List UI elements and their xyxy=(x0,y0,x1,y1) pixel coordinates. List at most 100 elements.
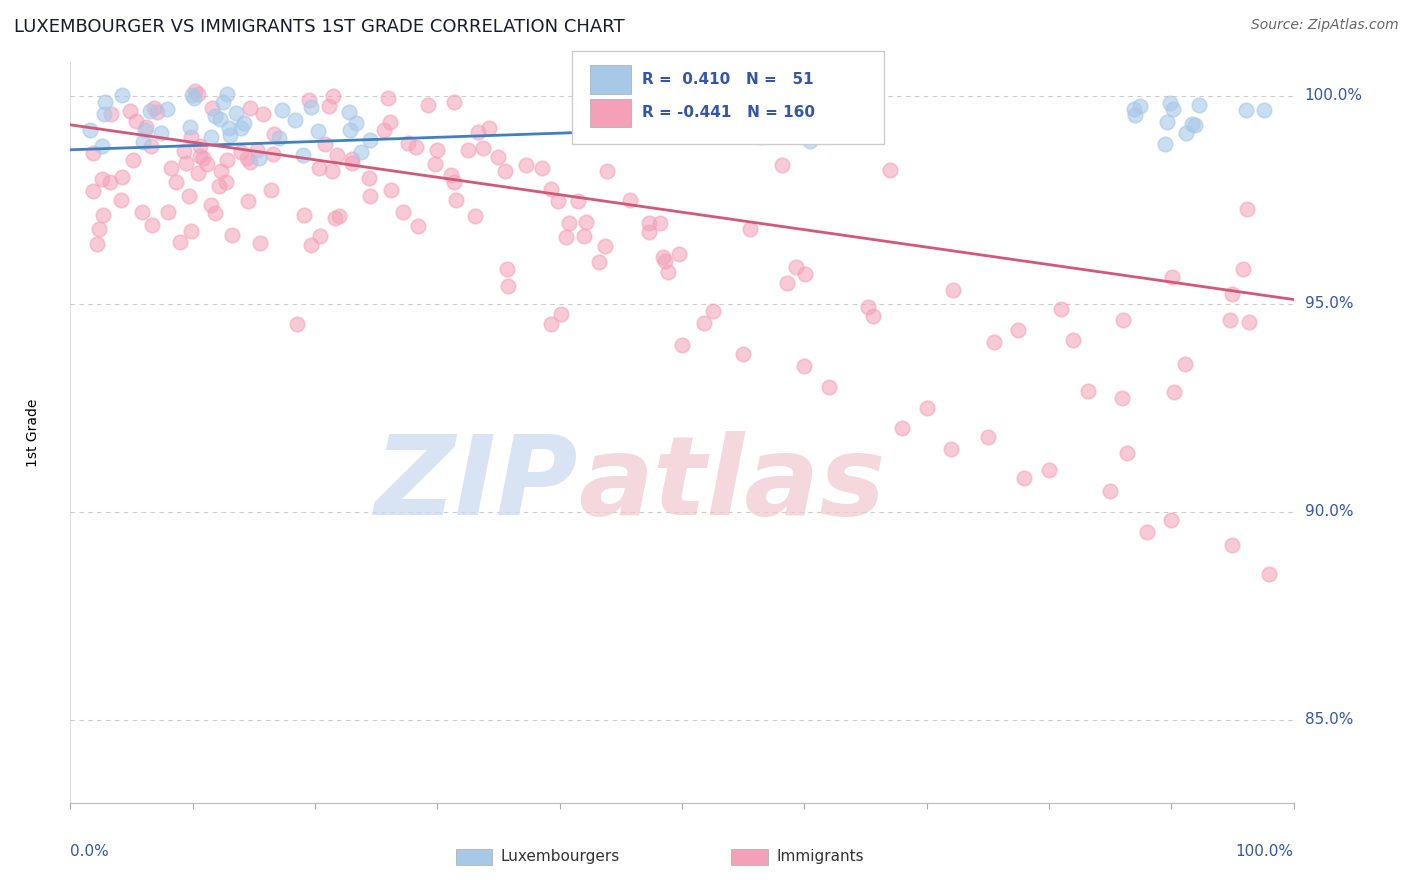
Point xyxy=(201,101,224,115)
Point xyxy=(444,194,467,208)
Point xyxy=(496,279,519,293)
Point xyxy=(817,380,839,394)
Point xyxy=(799,135,821,149)
Point xyxy=(344,116,367,130)
Point xyxy=(249,236,271,251)
Point xyxy=(540,318,562,332)
Point xyxy=(262,147,284,161)
Point xyxy=(229,120,252,135)
Point xyxy=(418,98,440,112)
Point xyxy=(179,120,201,134)
Point xyxy=(380,183,402,197)
Point xyxy=(177,189,200,203)
Point xyxy=(572,228,595,243)
Point xyxy=(702,304,724,318)
Point xyxy=(405,140,427,154)
Text: 90.0%: 90.0% xyxy=(1305,504,1353,519)
Point xyxy=(169,235,191,249)
Point xyxy=(208,179,231,194)
Point xyxy=(299,238,322,252)
Point xyxy=(582,87,605,101)
Point xyxy=(983,335,1005,350)
Point xyxy=(423,157,446,171)
Point xyxy=(111,87,134,102)
Point xyxy=(285,318,308,332)
Point xyxy=(342,152,364,166)
Text: Immigrants: Immigrants xyxy=(776,848,863,863)
Point xyxy=(267,130,290,145)
Point xyxy=(652,250,675,264)
Point xyxy=(82,146,104,161)
Point xyxy=(1111,391,1133,405)
FancyBboxPatch shape xyxy=(572,52,884,144)
Point xyxy=(298,93,321,107)
Point xyxy=(314,136,336,151)
Point xyxy=(588,255,610,269)
Point xyxy=(188,149,211,163)
Point xyxy=(378,115,401,129)
Point xyxy=(218,120,240,135)
Point xyxy=(650,216,672,230)
Point xyxy=(239,101,262,115)
Point xyxy=(204,205,226,219)
Point xyxy=(406,219,429,234)
FancyBboxPatch shape xyxy=(591,99,630,127)
Point xyxy=(91,208,114,222)
Text: 100.0%: 100.0% xyxy=(1305,88,1362,103)
Point xyxy=(575,215,598,229)
Point xyxy=(141,218,163,232)
Point xyxy=(496,262,519,277)
Point xyxy=(1077,384,1099,398)
Point xyxy=(259,183,281,197)
Point xyxy=(188,139,211,153)
Point xyxy=(121,153,143,168)
Point xyxy=(208,112,231,126)
Point xyxy=(187,87,209,101)
Point xyxy=(252,107,274,121)
Point xyxy=(342,156,364,170)
Text: 0.0%: 0.0% xyxy=(70,844,110,858)
Point xyxy=(1237,315,1260,329)
Point xyxy=(183,91,205,105)
Point xyxy=(82,184,104,198)
Point xyxy=(1188,98,1211,112)
Point xyxy=(793,359,815,373)
Point xyxy=(200,130,222,145)
Point xyxy=(90,172,112,186)
Point xyxy=(156,102,179,116)
Point xyxy=(142,101,165,115)
Point xyxy=(301,100,323,114)
Point xyxy=(1161,270,1184,285)
Point xyxy=(180,224,202,238)
Point xyxy=(215,87,238,101)
Point xyxy=(1123,108,1146,122)
Point xyxy=(593,239,616,253)
Text: R =  0.410   N =   51: R = 0.410 N = 51 xyxy=(641,72,813,87)
Point xyxy=(554,229,576,244)
Point xyxy=(654,254,676,268)
Point xyxy=(214,176,236,190)
Point xyxy=(1258,567,1281,582)
Point xyxy=(976,430,998,444)
Point xyxy=(638,225,661,239)
Point xyxy=(396,136,419,150)
Point xyxy=(693,316,716,330)
Point xyxy=(776,277,799,291)
Point xyxy=(215,153,238,167)
Point xyxy=(86,236,108,251)
Point xyxy=(321,163,343,178)
Point xyxy=(218,128,240,142)
Point xyxy=(359,133,381,147)
Point xyxy=(263,127,285,141)
Point xyxy=(271,103,294,118)
Point xyxy=(247,151,270,165)
Point xyxy=(1253,103,1275,118)
Point xyxy=(291,147,314,161)
Point xyxy=(308,161,330,176)
Point xyxy=(467,125,489,139)
Point xyxy=(733,346,755,360)
Point xyxy=(858,300,880,314)
Point xyxy=(1007,323,1029,337)
Point xyxy=(891,421,914,435)
Point xyxy=(879,163,901,178)
